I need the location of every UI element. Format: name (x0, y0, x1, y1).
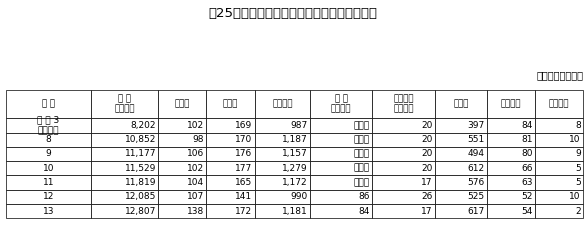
Text: 141: 141 (235, 192, 252, 201)
Text: 専修学校: 専修学校 (500, 100, 521, 109)
Text: 106: 106 (187, 149, 204, 158)
Text: 20: 20 (421, 164, 433, 173)
Text: 54: 54 (522, 207, 533, 216)
Text: 11: 11 (43, 178, 54, 187)
Text: 中学校: 中学校 (223, 100, 239, 109)
Text: ・・・: ・・・ (353, 135, 370, 144)
Text: 1,181: 1,181 (282, 207, 308, 216)
Text: 8: 8 (46, 135, 51, 144)
Text: 80: 80 (521, 149, 533, 158)
Text: 17: 17 (421, 207, 433, 216)
Text: 13: 13 (43, 207, 54, 216)
Text: 20: 20 (421, 149, 433, 158)
Text: 576: 576 (467, 178, 485, 187)
Text: 612: 612 (468, 164, 485, 173)
Text: 990: 990 (291, 192, 308, 201)
Text: 平 成 3
会計年度: 平 成 3 会計年度 (38, 116, 60, 135)
Text: 169: 169 (235, 121, 252, 130)
Text: 66: 66 (521, 164, 533, 173)
Text: 10: 10 (569, 135, 581, 144)
Text: 81: 81 (521, 135, 533, 144)
Text: 987: 987 (291, 121, 308, 130)
Text: 12,085: 12,085 (125, 192, 156, 201)
Text: 区 分: 区 分 (42, 100, 55, 109)
Text: 172: 172 (235, 207, 252, 216)
Text: （単位　百万円）: （単位 百万円） (536, 70, 583, 80)
Text: 9: 9 (46, 149, 51, 158)
Text: 8: 8 (575, 121, 581, 130)
Text: 86: 86 (358, 192, 370, 201)
Text: 494: 494 (468, 149, 485, 158)
Text: ・・・: ・・・ (353, 164, 370, 173)
Text: 102: 102 (187, 164, 204, 173)
Text: 84: 84 (358, 207, 370, 216)
Text: 10,852: 10,852 (125, 135, 156, 144)
Text: 8,202: 8,202 (131, 121, 156, 130)
Text: 84: 84 (522, 121, 533, 130)
Text: 5: 5 (575, 178, 581, 187)
Text: ・・・: ・・・ (353, 149, 370, 158)
Text: 10: 10 (43, 164, 54, 173)
Text: 12: 12 (43, 192, 54, 201)
Text: 各種学校: 各種学校 (548, 100, 569, 109)
Text: ・・・: ・・・ (353, 178, 370, 187)
Text: 中 等
教育学校: 中 等 教育学校 (331, 94, 352, 114)
Text: 10: 10 (569, 192, 581, 201)
Text: 9: 9 (575, 149, 581, 158)
Text: 525: 525 (468, 192, 485, 201)
Text: 170: 170 (235, 135, 252, 144)
Text: 幼稚園: 幼稚園 (454, 100, 469, 109)
Text: 1,172: 1,172 (282, 178, 308, 187)
Text: 177: 177 (235, 164, 252, 173)
Text: 11,177: 11,177 (125, 149, 156, 158)
Text: 20: 20 (421, 135, 433, 144)
Text: 20: 20 (421, 121, 433, 130)
Text: 397: 397 (467, 121, 485, 130)
Text: 11,529: 11,529 (125, 164, 156, 173)
Text: 5: 5 (575, 164, 581, 173)
Text: 52: 52 (522, 192, 533, 201)
Text: 617: 617 (467, 207, 485, 216)
Text: 小学校: 小学校 (175, 100, 190, 109)
Text: 1,157: 1,157 (282, 149, 308, 158)
Text: 102: 102 (187, 121, 204, 130)
Text: ・・・: ・・・ (353, 121, 370, 130)
Text: 盲・聾・
養護学校: 盲・聾・ 養護学校 (393, 94, 414, 114)
Text: 12,807: 12,807 (125, 207, 156, 216)
Text: 高 等
専門学校: 高 等 専門学校 (114, 94, 135, 114)
Text: 165: 165 (235, 178, 252, 187)
Text: 17: 17 (421, 178, 433, 187)
Text: 104: 104 (187, 178, 204, 187)
Text: 表25　国立の高等専門学校等の授業料等収入: 表25 国立の高等専門学校等の授業料等収入 (209, 7, 377, 20)
Text: 2: 2 (575, 207, 581, 216)
Text: 高等学校: 高等学校 (272, 100, 292, 109)
Text: 98: 98 (193, 135, 204, 144)
Text: 26: 26 (421, 192, 433, 201)
Text: 551: 551 (467, 135, 485, 144)
Text: 138: 138 (187, 207, 204, 216)
Text: 1,187: 1,187 (282, 135, 308, 144)
Text: 11,819: 11,819 (125, 178, 156, 187)
Text: 107: 107 (187, 192, 204, 201)
Text: 63: 63 (521, 178, 533, 187)
Text: 1,279: 1,279 (282, 164, 308, 173)
Text: 176: 176 (235, 149, 252, 158)
